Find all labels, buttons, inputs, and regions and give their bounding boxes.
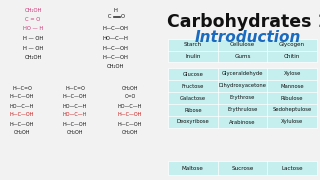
Text: H—C—OH: H—C—OH — [63, 122, 87, 127]
Text: H—C—OH: H—C—OH — [118, 122, 142, 127]
Text: Sucrose: Sucrose — [231, 165, 254, 170]
Text: HO — H: HO — H — [23, 26, 43, 31]
Text: Xylose: Xylose — [284, 71, 301, 76]
Text: H—C—OH: H—C—OH — [10, 94, 34, 100]
Text: Starch: Starch — [184, 42, 202, 47]
Bar — [168, 68, 317, 128]
Text: H — OH: H — OH — [23, 36, 43, 41]
Text: Ribose: Ribose — [184, 107, 202, 112]
Text: Mannose: Mannose — [280, 84, 304, 89]
Bar — [168, 161, 317, 175]
Text: CH₂OH: CH₂OH — [106, 64, 124, 69]
Text: CH₂OH: CH₂OH — [14, 130, 30, 136]
Text: CH₂OH: CH₂OH — [67, 130, 83, 136]
Text: Sedoheptulose: Sedoheptulose — [273, 107, 312, 112]
Text: H—C—OH: H—C—OH — [102, 46, 128, 51]
Text: C=O: C=O — [124, 94, 136, 100]
Text: H — OH: H — OH — [23, 46, 43, 51]
Text: Cellulose: Cellulose — [230, 42, 255, 47]
Text: HO—C—H: HO—C—H — [63, 103, 87, 109]
Text: H—C—OH: H—C—OH — [63, 94, 87, 100]
Text: Erythrose: Erythrose — [230, 96, 255, 100]
Text: HO—C—H: HO—C—H — [102, 36, 128, 41]
Text: Fructose: Fructose — [182, 84, 204, 89]
Text: HO—C—H: HO—C—H — [10, 103, 34, 109]
Text: Chitin: Chitin — [284, 54, 300, 59]
Bar — [168, 39, 317, 62]
Text: H—C—OH: H—C—OH — [10, 112, 34, 118]
Text: Xylulose: Xylulose — [281, 120, 303, 125]
Text: CH₂OH: CH₂OH — [122, 130, 138, 136]
Text: H—C=O: H—C=O — [65, 86, 85, 91]
Text: C: C — [103, 15, 111, 19]
Text: Gums: Gums — [234, 54, 251, 59]
Text: Deoxyribose: Deoxyribose — [176, 120, 209, 125]
Text: H—C=O: H—C=O — [12, 86, 32, 91]
Text: Erythrulose: Erythrulose — [227, 107, 258, 112]
Text: H—C—OH: H—C—OH — [102, 55, 128, 60]
Text: HO—C—H: HO—C—H — [118, 103, 142, 109]
Text: CH₂OH: CH₂OH — [122, 86, 138, 91]
Text: Glyceraldehyde: Glyceraldehyde — [222, 71, 263, 76]
Text: Introduction: Introduction — [195, 30, 301, 44]
Text: Dihydroxyacetone: Dihydroxyacetone — [219, 84, 267, 89]
Text: HO—C—H: HO—C—H — [63, 112, 87, 118]
Text: Carbohydrates 1: Carbohydrates 1 — [167, 13, 320, 31]
Text: Glycogen: Glycogen — [279, 42, 305, 47]
Text: Maltose: Maltose — [182, 165, 204, 170]
Text: Lactose: Lactose — [281, 165, 303, 170]
Text: Inulin: Inulin — [185, 54, 201, 59]
Text: CH₂OH: CH₂OH — [24, 8, 42, 12]
Text: H—C—OH: H—C—OH — [118, 112, 142, 118]
Text: C = O: C = O — [25, 17, 41, 22]
Text: H: H — [113, 8, 117, 12]
Text: Glucose: Glucose — [182, 71, 203, 76]
Text: Arabinose: Arabinose — [229, 120, 256, 125]
Text: H—C—OH: H—C—OH — [102, 26, 128, 31]
Text: O: O — [121, 15, 125, 19]
Text: CH₂OH: CH₂OH — [24, 55, 42, 60]
Text: Galactose: Galactose — [180, 96, 206, 100]
Text: H—C—OH: H—C—OH — [10, 122, 34, 127]
Text: Ribulose: Ribulose — [281, 96, 303, 100]
